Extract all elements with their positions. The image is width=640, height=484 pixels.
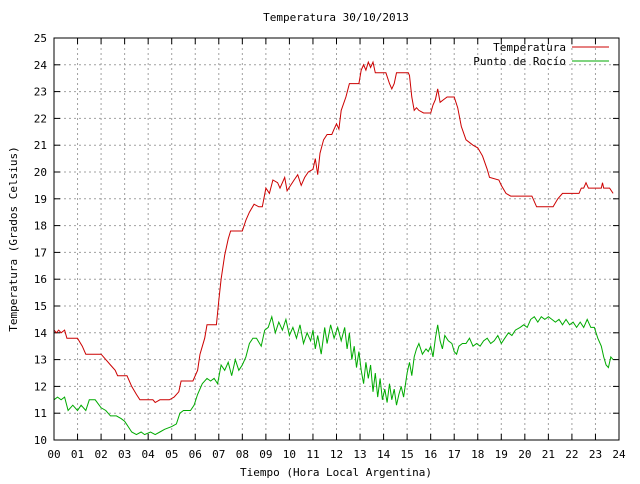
- x-tick-label: 07: [212, 448, 225, 461]
- plot-frame: [53, 37, 620, 441]
- series-line-punto-de-rocio: [53, 314, 614, 436]
- x-tick-label: 10: [283, 448, 296, 461]
- y-tick-label: 22: [34, 112, 47, 125]
- x-tick-label: 09: [259, 448, 272, 461]
- y-tick-label: 21: [34, 139, 47, 152]
- y-tick-label: 19: [34, 193, 47, 206]
- y-tick-label: 10: [34, 434, 47, 447]
- x-tick-label: 02: [94, 448, 107, 461]
- x-tick-label: 05: [165, 448, 178, 461]
- y-tick-label: 12: [34, 380, 47, 393]
- x-tick-label: 00: [47, 448, 60, 461]
- x-tick-label: 21: [542, 448, 555, 461]
- x-tick-label: 11: [306, 448, 319, 461]
- x-tick-label: 01: [71, 448, 84, 461]
- x-tick-label: 16: [424, 448, 437, 461]
- y-tick-label: 11: [34, 407, 47, 420]
- x-tick-label: 15: [401, 448, 414, 461]
- x-tick-label: 06: [189, 448, 202, 461]
- y-tick-label: 18: [34, 220, 47, 233]
- legend-label: Temperatura: [493, 41, 566, 54]
- y-tick-label: 25: [34, 32, 47, 45]
- y-tick-label: 15: [34, 300, 47, 313]
- y-tick-label: 24: [34, 59, 48, 72]
- x-tick-labels: 00 01 02 03 04 05 06 07 08 09 10 11 12 13 14 15 16 17 18 19…: [47, 448, 626, 461]
- x-tick-label: 13: [353, 448, 366, 461]
- x-tick-label: 03: [118, 448, 131, 461]
- x-tick-label: 08: [236, 448, 249, 461]
- x-tick-label: 22: [565, 448, 578, 461]
- legend-label: Punto de Rocío: [473, 55, 566, 68]
- series-layer: [53, 60, 614, 436]
- x-tick-label: 24: [612, 448, 626, 461]
- x-axis-label: Tiempo (Hora Local Argentina): [240, 466, 432, 479]
- y-tick-label: 23: [34, 86, 47, 99]
- x-tick-label: 14: [377, 448, 391, 461]
- x-tick-label: 20: [518, 448, 531, 461]
- y-tick-label: 16: [34, 273, 47, 286]
- y-tick-labels: 10 11 12 13 14 15 16 17 18 19 20 21 22 23 24 25: [34, 32, 48, 447]
- y-tick-label: 13: [34, 354, 47, 367]
- series-line-temperatura: [53, 60, 614, 404]
- y-tick-label: 20: [34, 166, 47, 179]
- y-axis-label: Temperatura (Grados Celsius): [7, 146, 20, 331]
- x-tick-label: 04: [142, 448, 156, 461]
- y-tick-label: 14: [34, 327, 48, 340]
- x-tick-label: 23: [589, 448, 602, 461]
- x-tick-label: 17: [448, 448, 461, 461]
- grid: [54, 38, 619, 440]
- x-tick-label: 19: [495, 448, 508, 461]
- x-tick-label: 12: [330, 448, 343, 461]
- chart-title: Temperatura 30/10/2013: [263, 11, 409, 24]
- y-tick-label: 17: [34, 246, 47, 259]
- x-tick-label: 18: [471, 448, 484, 461]
